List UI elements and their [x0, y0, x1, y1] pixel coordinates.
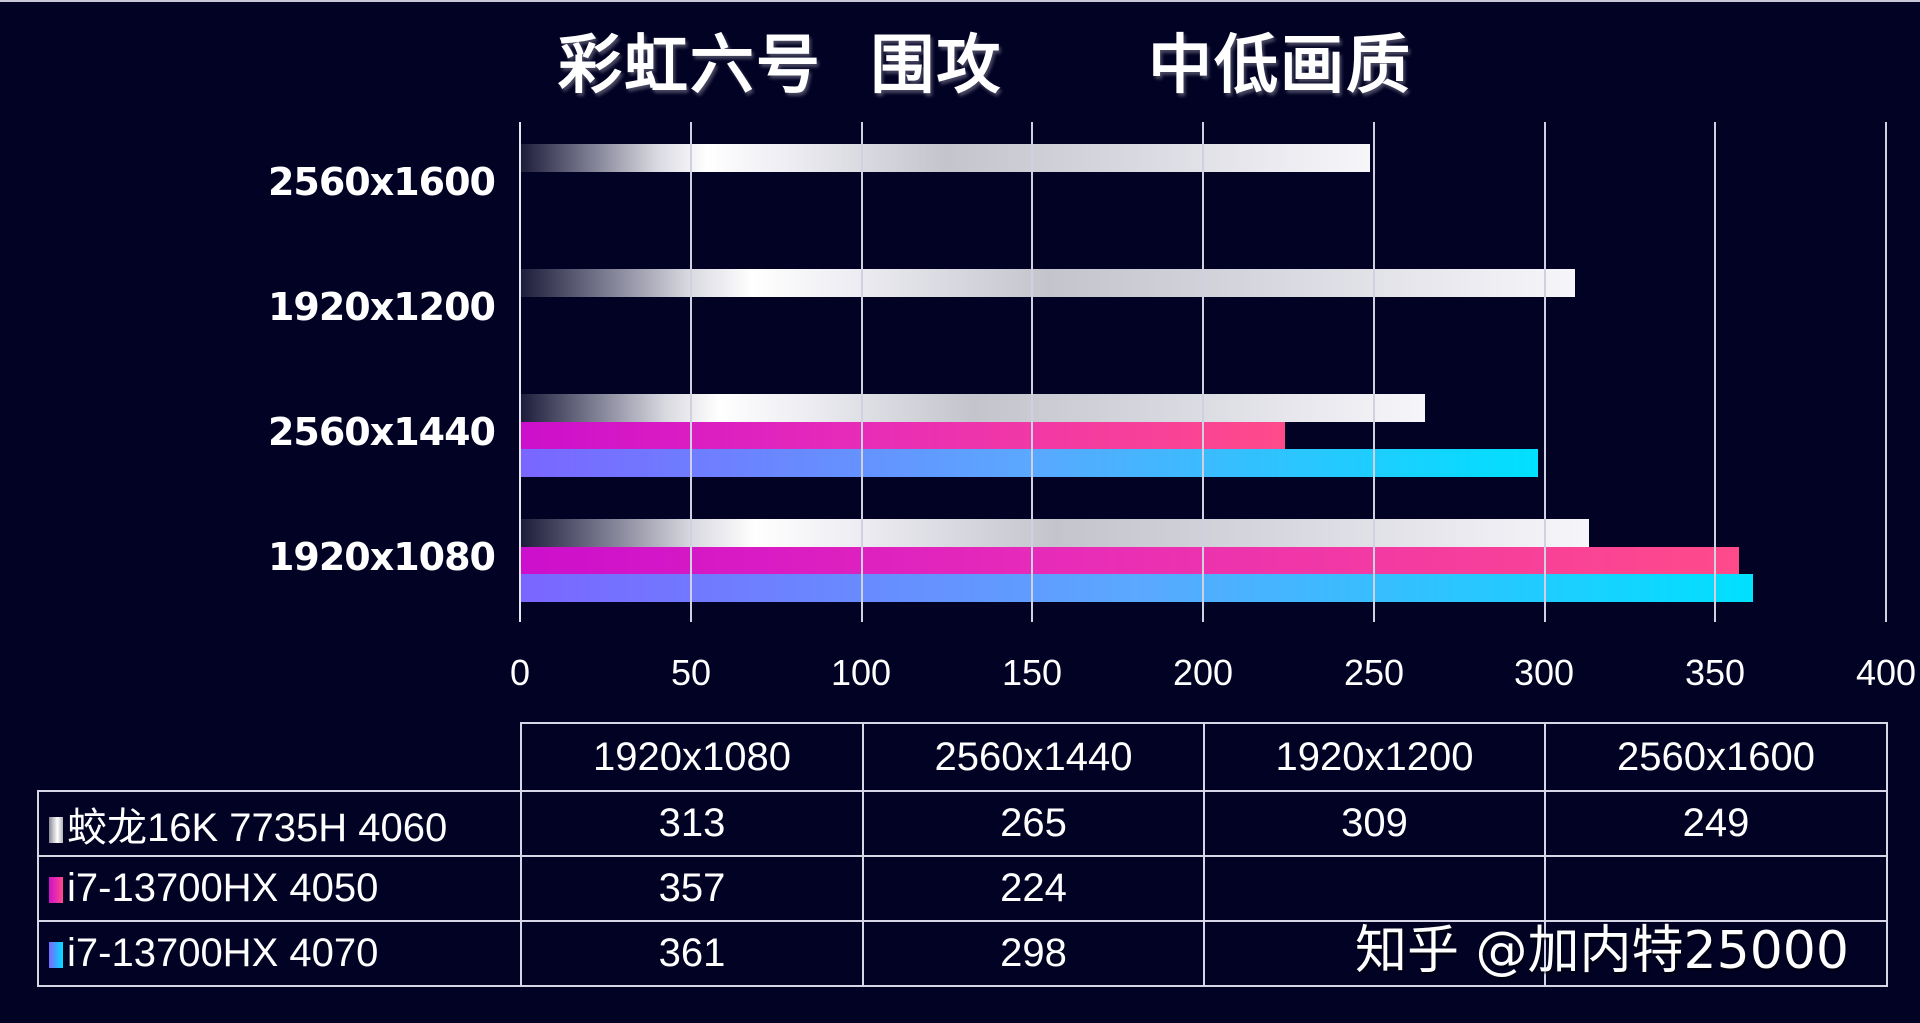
chart-title: 彩虹六号 围攻 中低画质 — [557, 29, 1413, 103]
gridline-300 — [1543, 122, 1546, 622]
y-axis-label-2560x1600: 2560x1600 — [267, 160, 496, 204]
legend-cell: 蛟龙16K 7735H 4060 — [37, 790, 522, 857]
table-header-row: 1920x1080 2560x1440 1920x1200 2560x1600 — [38, 722, 1888, 792]
top-border — [0, 0, 1920, 2]
table-corner-cell — [38, 723, 522, 792]
bar-2560x1600-jiaolong-4060 — [520, 144, 1371, 172]
bar-1920x1080-i7-4070 — [520, 574, 1753, 602]
x-tick-150: 150 — [1001, 652, 1063, 693]
table-header-cell: 1920x1080 — [520, 722, 864, 792]
bar-1920x1080-i7-4050 — [520, 547, 1740, 575]
series-name: i7-13700HX 4070 — [67, 931, 379, 975]
table-header-cell: 2560x1600 — [1544, 722, 1888, 792]
table-cell: 313 — [520, 790, 864, 857]
bar-1920x1200-jiaolong-4060 — [520, 269, 1576, 297]
table-header-cell: 1920x1200 — [1203, 722, 1546, 792]
table-cell: 249 — [1544, 790, 1888, 857]
watermark: 知乎 @加内特25000 — [1355, 921, 1849, 981]
x-tick-50: 50 — [670, 652, 712, 693]
gridline-350 — [1714, 122, 1717, 622]
series-name: i7-13700HX 4050 — [67, 866, 379, 910]
x-tick-200: 200 — [1172, 652, 1234, 693]
legend-swatch-white-icon — [49, 816, 63, 843]
table-cell: 357 — [520, 855, 864, 922]
gridline-250 — [1372, 122, 1375, 622]
x-tick-300: 300 — [1513, 652, 1575, 693]
data-table: 1920x1080 2560x1440 1920x1200 2560x1600 … — [37, 722, 1888, 987]
y-axis-label-1920x1200: 1920x1200 — [267, 285, 496, 329]
table-row: i7-13700HX 4050 357 224 — [37, 855, 1888, 922]
bar-2560x1440-i7-4070 — [520, 449, 1538, 477]
gridline-150 — [1031, 122, 1034, 622]
gridline-50 — [689, 122, 692, 622]
table-cell — [1203, 920, 1546, 987]
bar-2560x1440-jiaolong-4060 — [520, 394, 1425, 422]
y-axis-line — [519, 122, 521, 622]
y-axis-label-2560x1440: 2560x1440 — [267, 410, 496, 454]
y-axis-label-1920x1080: 1920x1080 — [267, 535, 496, 579]
legend-cell: i7-13700HX 4050 — [37, 855, 522, 922]
legend-swatch-blue-icon — [49, 942, 63, 968]
table-cell: 298 — [862, 920, 1205, 987]
x-tick-400: 400 — [1855, 652, 1917, 693]
table-cell — [1203, 855, 1546, 922]
table-cell — [1544, 855, 1888, 922]
table-header-cell: 2560x1440 — [862, 722, 1205, 792]
table-cell: 309 — [1203, 790, 1546, 857]
bar-2560x1440-i7-4050 — [520, 422, 1285, 450]
table-row: i7-13700HX 4070 361 298 — [37, 920, 1888, 987]
plot-area — [519, 122, 1887, 622]
table-cell: 224 — [862, 855, 1205, 922]
gridline-400 — [1885, 122, 1887, 622]
series-name: 蛟龙16K 7735H 4060 — [67, 805, 448, 850]
x-tick-0: 0 — [509, 652, 531, 693]
gridline-200 — [1202, 122, 1204, 622]
bar-1920x1080-jiaolong-4060 — [520, 519, 1589, 547]
x-tick-350: 350 — [1684, 652, 1746, 693]
legend-cell: i7-13700HX 4070 — [37, 920, 522, 987]
table-cell: 265 — [862, 790, 1205, 857]
table-row: 蛟龙16K 7735H 4060 313 265 309 249 — [37, 790, 1888, 857]
gridline-100 — [860, 122, 863, 622]
table-cell — [1544, 920, 1888, 987]
table-cell: 361 — [520, 920, 864, 987]
legend-swatch-pink-icon — [49, 877, 63, 903]
x-tick-100: 100 — [830, 652, 892, 693]
x-tick-250: 250 — [1343, 652, 1405, 693]
